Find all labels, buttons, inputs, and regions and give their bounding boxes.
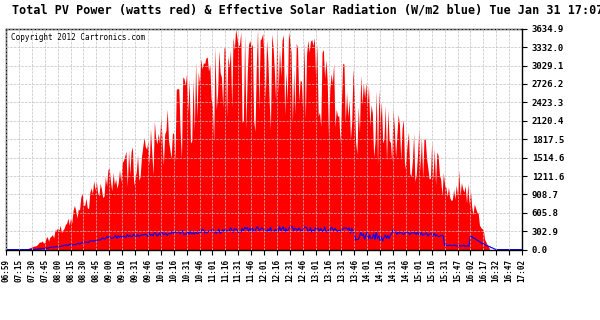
Text: Copyright 2012 Cartronics.com: Copyright 2012 Cartronics.com [11,33,145,42]
Text: Total PV Power (watts red) & Effective Solar Radiation (W/m2 blue) Tue Jan 31 17: Total PV Power (watts red) & Effective S… [12,3,600,16]
